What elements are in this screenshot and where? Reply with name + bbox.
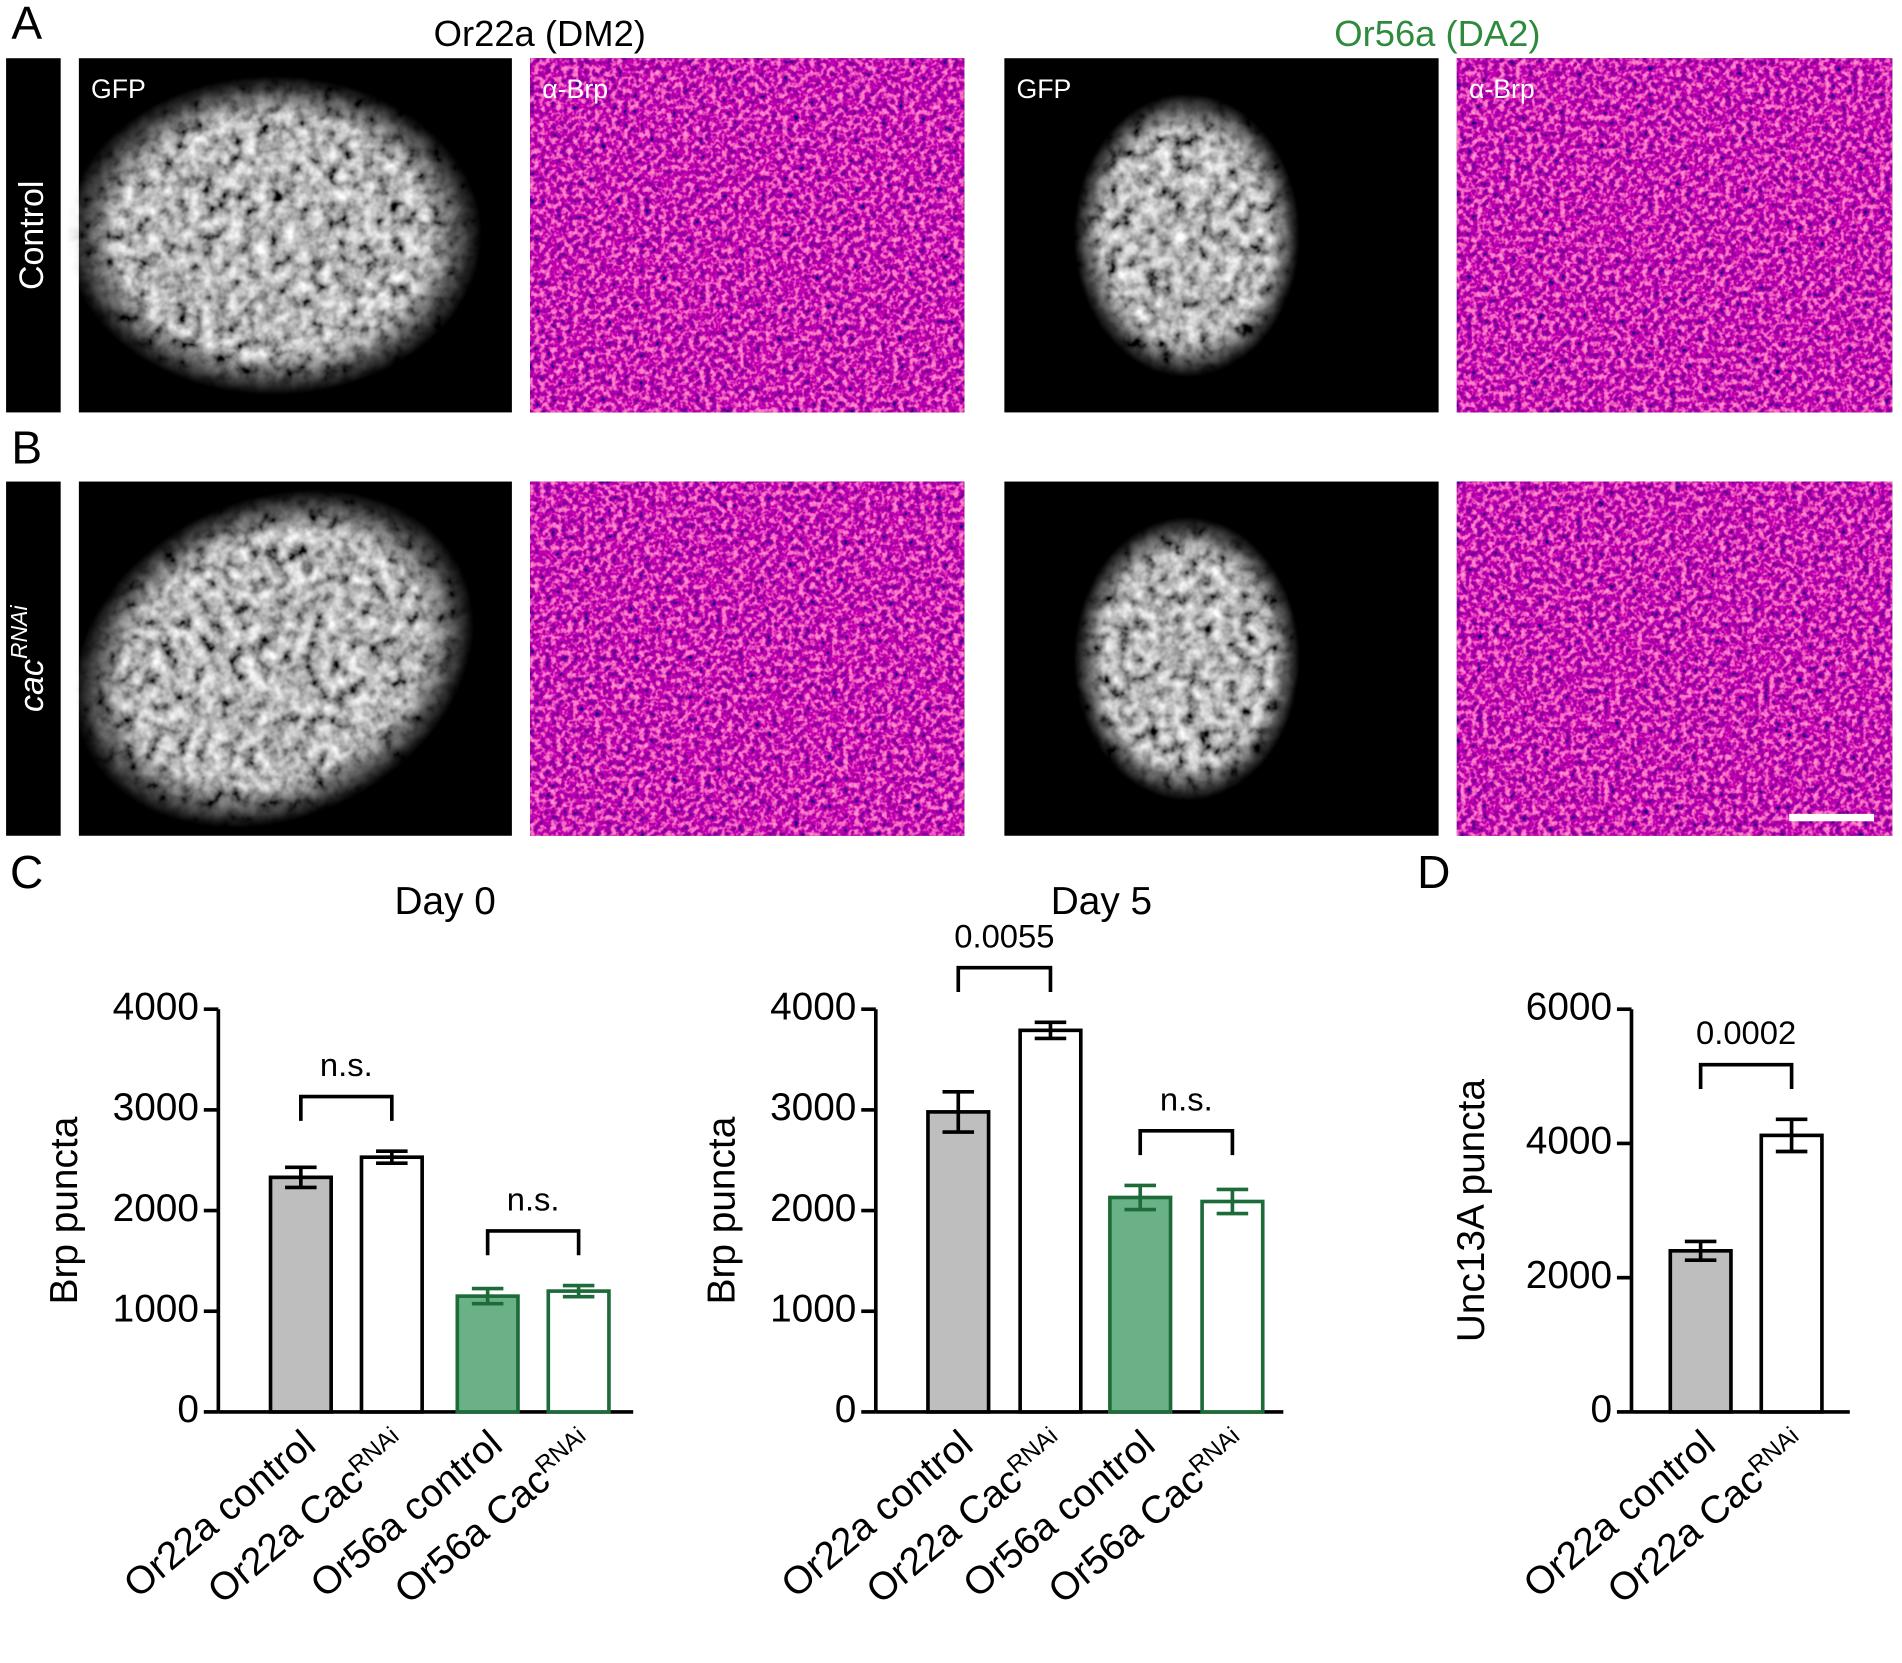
- micrograph-signal: [1073, 516, 1300, 801]
- y-tick-label: 1000: [770, 1287, 856, 1330]
- bar: [1018, 1028, 1083, 1414]
- panel-label: B: [11, 421, 42, 473]
- y-tick-label: 2000: [113, 1187, 199, 1230]
- x-tick-label-sup: RNAi: [1002, 1422, 1063, 1479]
- y-tick-label: 6000: [1526, 985, 1612, 1028]
- image-header: Or22a (DM2): [434, 13, 646, 54]
- bar: [1759, 1133, 1824, 1414]
- significance-label: n.s.: [507, 1181, 560, 1218]
- micrograph-signal: [530, 58, 965, 413]
- significance-label: 0.0002: [1696, 1014, 1796, 1051]
- y-tick-label: 4000: [113, 985, 199, 1028]
- significance-bracket: [956, 965, 1053, 992]
- y-tick-label: 2000: [770, 1187, 856, 1230]
- channel-label: α-Brp: [542, 74, 608, 104]
- bar: [1200, 1199, 1265, 1414]
- y-axis-label: Brp puncta: [43, 1116, 86, 1304]
- panel-label: D: [1417, 846, 1450, 898]
- x-tick-label-sup: RNAi: [343, 1422, 404, 1479]
- row-label-text: Control: [13, 181, 51, 290]
- panel-label: C: [10, 846, 43, 898]
- y-tick-label: 3000: [113, 1086, 199, 1129]
- bar: [1108, 1195, 1173, 1414]
- panel-label: A: [11, 0, 42, 49]
- significance-label: n.s.: [320, 1046, 373, 1083]
- y-tick-label: 4000: [770, 985, 856, 1028]
- micrograph-signal: [1456, 58, 1893, 413]
- bar: [546, 1289, 611, 1414]
- y-axis-label: Brp puncta: [700, 1116, 743, 1304]
- y-tick-label: 0: [177, 1388, 199, 1431]
- bar: [455, 1294, 520, 1414]
- x-tick-label-sup: RNAi: [530, 1422, 591, 1479]
- row-label: cacRNAi: [6, 604, 51, 711]
- image-header: Or56a (DA2): [1334, 13, 1540, 54]
- bar: [268, 1175, 333, 1414]
- y-tick-label: 0: [835, 1388, 857, 1431]
- row-label-sup: RNAi: [6, 604, 32, 659]
- significance-bracket: [1138, 1128, 1235, 1156]
- micrograph-signal: [530, 481, 965, 836]
- micrograph-signal: [73, 489, 474, 828]
- chart-title: Day 5: [1051, 880, 1152, 923]
- row-label: Control: [13, 181, 51, 290]
- significance-bracket: [485, 1229, 581, 1256]
- y-axis-label: Unc13A puncta: [1450, 1079, 1493, 1343]
- significance-bracket: [299, 1094, 394, 1121]
- bar: [926, 1110, 991, 1414]
- micrograph-signal: [1073, 93, 1300, 377]
- x-tick-label-sup: RNAi: [1184, 1422, 1245, 1479]
- bar: [359, 1155, 424, 1414]
- significance-bracket: [1698, 1062, 1794, 1089]
- row-label-bar: [6, 58, 61, 413]
- micrograph-signal: [1456, 481, 1893, 836]
- micrograph-signal: [65, 75, 482, 395]
- chart-title: Day 0: [395, 880, 496, 923]
- row-label-text: cac: [13, 659, 51, 712]
- y-tick-label: 2000: [1526, 1254, 1612, 1297]
- y-tick-label: 4000: [1526, 1120, 1612, 1163]
- bar: [1668, 1249, 1733, 1414]
- significance-label: 0.0055: [954, 917, 1054, 954]
- micrographs: [65, 58, 1893, 836]
- channel-label: GFP: [91, 74, 146, 104]
- y-tick-label: 0: [1590, 1388, 1612, 1431]
- channel-label: GFP: [1017, 74, 1072, 104]
- channel-label: α-Brp: [1469, 74, 1535, 104]
- x-tick-label-sup: RNAi: [1743, 1422, 1804, 1479]
- y-tick-label: 1000: [113, 1287, 199, 1330]
- row-label-bar: [6, 481, 61, 836]
- significance-label: n.s.: [1160, 1080, 1213, 1117]
- y-tick-label: 3000: [770, 1086, 856, 1129]
